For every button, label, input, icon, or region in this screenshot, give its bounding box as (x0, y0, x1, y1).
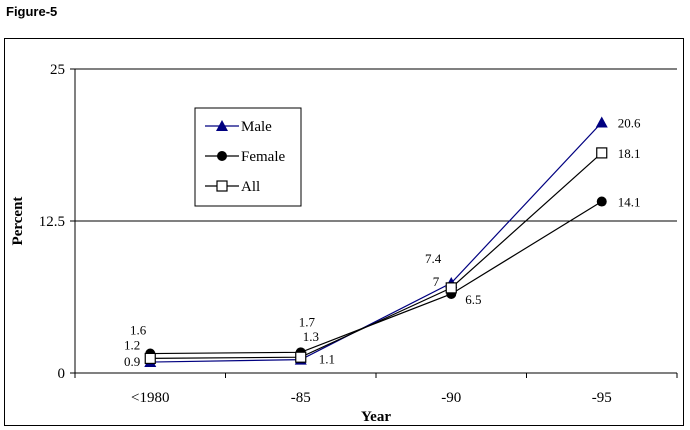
legend-label-male: Male (241, 119, 272, 135)
data-labels: 0.9 1.1 7.4 20.6 1.6 1.7 6.5 14.1 1.2 1.3 7 18.1 (124, 116, 641, 370)
y-axis-title: Percent (10, 197, 26, 246)
data-label-all: 1.2 (124, 337, 140, 352)
data-point-all (144, 352, 156, 365)
data-point-female (596, 196, 607, 207)
legend-label-female: Female (241, 149, 285, 165)
chart-frame (4, 38, 684, 426)
y-tick-label: 25 (50, 62, 65, 78)
legend-marker-male (216, 120, 228, 131)
figure-label: Figure-5 (6, 4, 58, 19)
data-label-male: 20.6 (618, 116, 641, 131)
legend-label-all: All (241, 179, 260, 195)
axes: 0 12.5 25 <1980 -85 -90 -95 (39, 62, 678, 406)
series-line-female (150, 201, 603, 355)
y-tick-label: 0 (58, 366, 66, 382)
legend-marker-all (216, 180, 228, 192)
legend-marker-female (217, 151, 227, 161)
x-tick-label: -95 (592, 390, 612, 406)
y-tick-label: 12.5 (39, 214, 65, 230)
data-label-female: 6.5 (465, 292, 481, 307)
data-label-male: 0.9 (124, 354, 140, 369)
data-label-female: 1.6 (130, 323, 147, 338)
data-label-all: 7 (433, 274, 440, 289)
x-axis-title: Year (361, 409, 391, 425)
grid-lines (75, 68, 677, 222)
data-label-female: 1.7 (299, 314, 316, 329)
data-point-all (445, 282, 457, 294)
data-label-all: 1.3 (303, 329, 319, 344)
x-tick-label: <1980 (131, 390, 169, 406)
data-label-male: 1.1 (319, 352, 335, 367)
legend-box (194, 107, 302, 207)
data-label-all: 18.1 (618, 146, 641, 161)
x-tick-label: -90 (441, 390, 461, 406)
series-line-male (150, 122, 603, 363)
data-point-male (595, 116, 608, 128)
series-lines (150, 122, 603, 363)
legend: Male Female All (194, 107, 302, 207)
data-point-all (295, 351, 307, 363)
data-point-all (596, 147, 608, 159)
data-label-female: 14.1 (618, 195, 641, 210)
series-line-all (150, 152, 603, 360)
data-label-male: 7.4 (425, 251, 442, 266)
x-tick-label: -85 (291, 390, 311, 406)
series-markers (144, 116, 608, 368)
